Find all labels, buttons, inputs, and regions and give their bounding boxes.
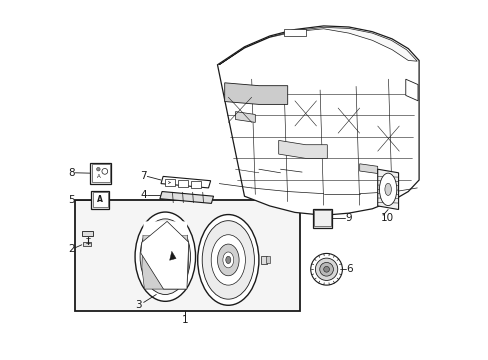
- Text: 10: 10: [380, 213, 393, 223]
- Ellipse shape: [217, 244, 239, 276]
- Ellipse shape: [197, 215, 258, 305]
- Polygon shape: [142, 221, 187, 235]
- Polygon shape: [217, 26, 418, 215]
- Bar: [90, 163, 111, 184]
- Polygon shape: [161, 176, 210, 188]
- Ellipse shape: [379, 173, 396, 206]
- Bar: [91, 191, 109, 209]
- Bar: [164, 179, 174, 186]
- Ellipse shape: [225, 256, 230, 264]
- Text: 3: 3: [135, 300, 142, 310]
- Ellipse shape: [202, 221, 254, 299]
- Bar: [261, 256, 266, 264]
- Polygon shape: [160, 192, 213, 203]
- Ellipse shape: [102, 168, 107, 174]
- Text: 2: 2: [68, 244, 75, 254]
- Polygon shape: [405, 79, 417, 101]
- Text: 6: 6: [346, 264, 353, 274]
- Text: 4: 4: [140, 190, 146, 200]
- Ellipse shape: [211, 235, 245, 285]
- Text: A: A: [97, 195, 103, 204]
- Polygon shape: [224, 83, 287, 104]
- Text: A: A: [96, 174, 100, 179]
- Text: 8: 8: [68, 168, 75, 178]
- Text: 5: 5: [68, 195, 75, 205]
- Ellipse shape: [135, 212, 195, 301]
- Polygon shape: [169, 251, 176, 260]
- Ellipse shape: [384, 183, 390, 195]
- Polygon shape: [141, 221, 188, 289]
- Bar: [284, 29, 305, 36]
- Bar: [83, 242, 91, 246]
- Bar: [312, 209, 331, 228]
- Ellipse shape: [310, 253, 342, 285]
- Bar: [75, 200, 300, 311]
- Ellipse shape: [323, 266, 329, 272]
- Polygon shape: [142, 235, 188, 289]
- Ellipse shape: [96, 167, 100, 171]
- Ellipse shape: [223, 252, 233, 268]
- Bar: [265, 256, 270, 263]
- Bar: [313, 210, 330, 226]
- Text: 7: 7: [140, 171, 146, 181]
- Polygon shape: [377, 169, 398, 210]
- Polygon shape: [278, 140, 326, 158]
- Bar: [81, 231, 92, 236]
- Bar: [178, 180, 187, 187]
- Bar: [92, 192, 107, 207]
- Text: 9: 9: [345, 213, 351, 223]
- Bar: [191, 181, 201, 188]
- Text: 1: 1: [182, 315, 188, 325]
- Polygon shape: [219, 27, 416, 65]
- Polygon shape: [359, 164, 377, 174]
- Ellipse shape: [315, 258, 337, 280]
- Polygon shape: [235, 112, 255, 122]
- Bar: [92, 164, 110, 182]
- Ellipse shape: [319, 262, 333, 276]
- Ellipse shape: [140, 219, 190, 294]
